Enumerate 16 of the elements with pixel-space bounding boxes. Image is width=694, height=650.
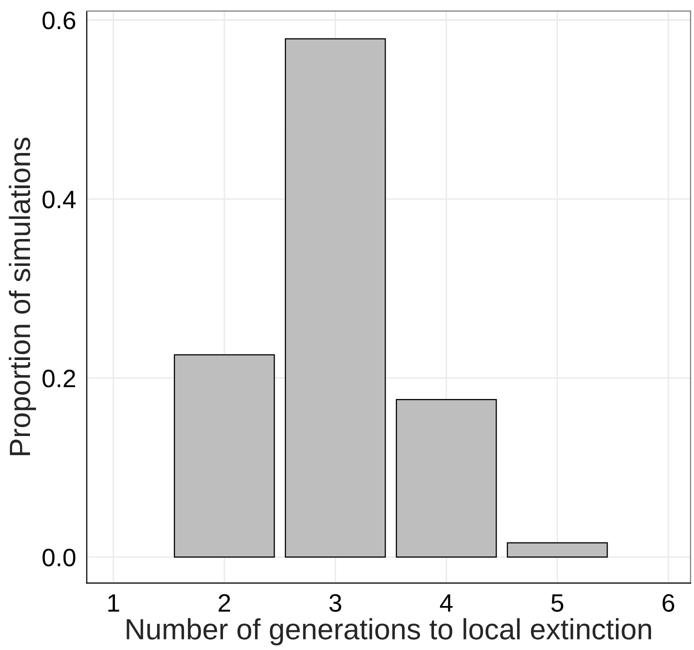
y-tick-label: 0.4: [42, 190, 76, 208]
x-tick-label: 2: [218, 594, 230, 612]
y-tick-label: 0.6: [42, 12, 76, 30]
bar: [174, 354, 275, 558]
y-axis-title: Proportion of simulations: [8, 138, 36, 456]
bar: [396, 398, 497, 558]
x-tick-label: 5: [551, 594, 564, 612]
x-tick-label: 4: [440, 594, 453, 612]
bar: [506, 542, 608, 558]
y-tick-label: 0.0: [42, 548, 76, 566]
x-tick-label: 1: [108, 594, 120, 612]
x-tick-label: 6: [662, 594, 674, 612]
bar: [284, 38, 386, 558]
x-tick-label: 3: [329, 594, 342, 612]
x-axis-title: Number of generations to local extinction: [126, 618, 652, 646]
y-tick-label: 0.2: [42, 370, 76, 388]
